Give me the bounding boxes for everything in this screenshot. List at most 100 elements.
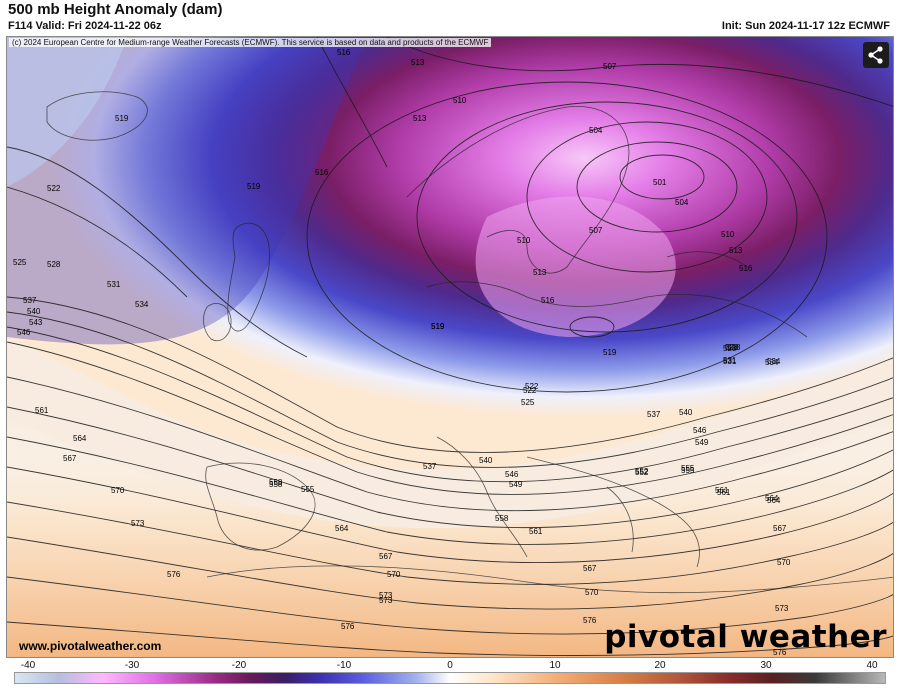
contour-label: 510: [517, 236, 531, 245]
colorbar-tick: -10: [336, 660, 352, 671]
contour-label: 528: [723, 344, 737, 353]
contour-label: 576: [583, 616, 597, 625]
colorbar-tick: 10: [549, 660, 561, 671]
share-button[interactable]: [863, 42, 889, 68]
contour-label: 537: [423, 462, 437, 471]
weather-map[interactable]: 516 513 510 507 504 501 507 504 510 513 …: [6, 36, 894, 658]
contour-label: 576: [341, 622, 355, 631]
colorbar-tick: -40: [20, 660, 36, 671]
contour-label: 573: [131, 519, 145, 528]
colorbar-ticks: -40 -30 -20 -10 0 10 20 30 40: [0, 660, 900, 672]
contour-label: 534: [767, 357, 781, 366]
contour-label: 570: [387, 570, 401, 579]
contour-label: 570: [111, 486, 125, 495]
map-title: 500 mb Height Anomaly (dam): [8, 1, 223, 18]
contour-label: 516: [541, 296, 555, 305]
share-icon: [868, 46, 883, 64]
contour-label: 573: [775, 604, 789, 613]
contour-label: 573: [379, 596, 393, 605]
contour-label: 558: [495, 514, 509, 523]
contour-label: 519: [431, 322, 445, 331]
contour-label: 519: [603, 348, 617, 357]
contour-label: 564: [765, 494, 779, 503]
copyright-notice: (c) 2024 European Centre for Medium-rang…: [9, 38, 492, 47]
contour-label: 522: [525, 382, 539, 391]
colorbar: [14, 672, 886, 684]
contour-label: 558: [269, 478, 283, 487]
contour-label: 546: [693, 426, 707, 435]
contour-label: 504: [675, 198, 689, 207]
contour-label: 558: [269, 480, 283, 489]
contour-label: 576: [167, 570, 181, 579]
contour-label: 570: [777, 558, 791, 567]
colorbar-tick: -20: [231, 660, 247, 671]
contour-label: 561: [529, 527, 543, 536]
contour-label: 525: [521, 398, 535, 407]
contour-label: 534: [765, 358, 779, 367]
contour-label: 513: [729, 246, 743, 255]
contour-label: 573: [379, 591, 393, 600]
contour-label: 564: [767, 496, 781, 505]
contour-label: 561: [715, 486, 729, 495]
brand-logo: pivotal weather: [604, 619, 887, 655]
contour-label: 555: [681, 466, 695, 475]
contour-label: 537: [647, 410, 661, 419]
contour-label: 567: [63, 454, 77, 463]
contour-label: 522: [47, 184, 61, 193]
contour-label: 507: [589, 226, 603, 235]
contour-label: 504: [589, 126, 603, 135]
contour-label: 531: [723, 356, 737, 365]
contour-label: 567: [773, 524, 787, 533]
contour-label: 519: [247, 182, 261, 191]
contour-label: 549: [509, 480, 523, 489]
contour-label: 519: [115, 114, 129, 123]
contour-label: 534: [135, 300, 149, 309]
contour-label: 519: [431, 322, 445, 331]
contour-label: 540: [479, 456, 493, 465]
contour-label: 552: [635, 468, 649, 477]
contour-label: 528: [727, 343, 741, 352]
contour-label: 546: [17, 328, 31, 337]
contour-label: 555: [681, 464, 695, 473]
contour-label: 516: [315, 168, 329, 177]
contour-label: 501: [653, 178, 667, 187]
colorbar-tick: 30: [760, 660, 772, 671]
colorbar-tick: 0: [447, 660, 453, 671]
contour-label: 567: [583, 564, 597, 573]
contour-label: 555: [301, 485, 315, 494]
contour-label: 513: [533, 268, 547, 277]
contour-label: 531: [107, 280, 121, 289]
contour-label: 567: [379, 552, 393, 561]
contour-label: 516: [337, 48, 351, 57]
contour-label: 537: [23, 296, 37, 305]
colorbar-tick: 20: [654, 660, 666, 671]
contour-label: 516: [739, 264, 753, 273]
website-link[interactable]: www.pivotalweather.com: [19, 639, 162, 653]
contour-label: 510: [453, 96, 467, 105]
contour-label: 507: [603, 62, 617, 71]
contour-label: 528: [47, 260, 61, 269]
contour-label: 564: [73, 434, 87, 443]
contour-label: 513: [411, 58, 425, 67]
contour-label: 576: [773, 648, 787, 657]
colorbar-tick: -30: [124, 660, 140, 671]
contour-label: 543: [29, 318, 43, 327]
contour-label: 546: [505, 470, 519, 479]
contour-label: 510: [721, 230, 735, 239]
contour-label: 540: [27, 307, 41, 316]
contour-label: 561: [35, 406, 49, 415]
contour-label: 540: [679, 408, 693, 417]
colorbar-tick: 40: [866, 660, 878, 671]
valid-time: F114 Valid: Fri 2024-11-22 06z: [8, 20, 162, 32]
contour-label: 531: [723, 357, 737, 366]
contour-label: 570: [585, 588, 599, 597]
init-time: Init: Sun 2024-11-17 12z ECMWF: [721, 20, 890, 32]
contour-label: 549: [695, 438, 709, 447]
contour-label: 528: [725, 343, 739, 352]
contour-label: 552: [635, 467, 649, 476]
contour-label: 561: [717, 488, 731, 497]
contour-label: 564: [335, 524, 349, 533]
contour-label: 525: [13, 258, 27, 267]
anomaly-field: 516 513 510 507 504 501 507 504 510 513 …: [7, 37, 893, 657]
contour-label: 513: [413, 114, 427, 123]
